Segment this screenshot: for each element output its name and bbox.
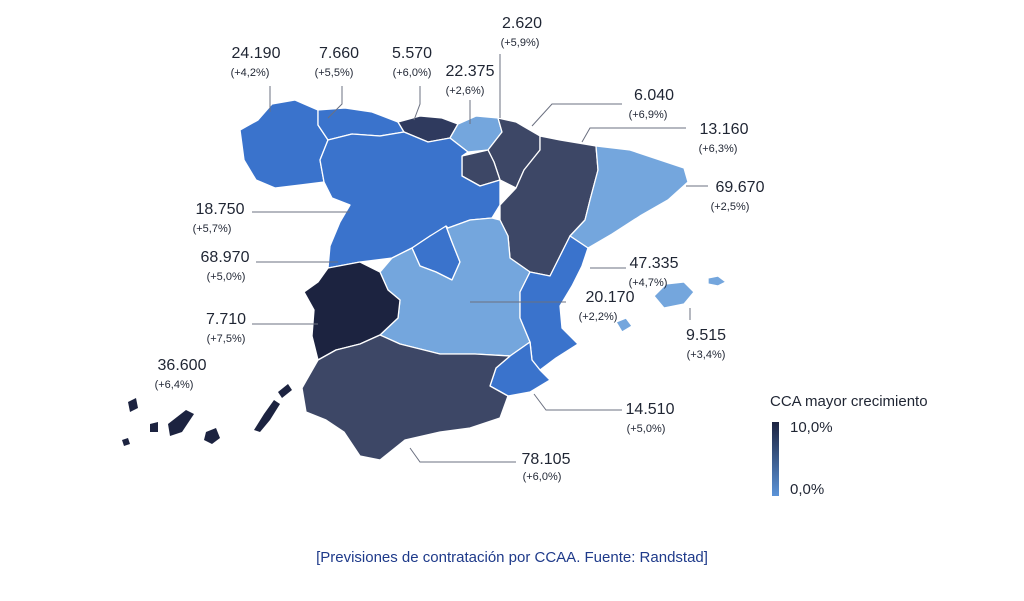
label-murcia: 14.510 (+5,0%) bbox=[626, 401, 675, 435]
value-text: 24.190 bbox=[232, 45, 281, 62]
label-andalucia: 78.105 (+6,0%) bbox=[522, 451, 571, 483]
pct-text: (+4,2%) bbox=[231, 67, 270, 79]
pct-text: (+5,0%) bbox=[627, 423, 666, 435]
label-navarra: 6.040 (+6,9%) bbox=[629, 87, 675, 121]
value-text: 18.750 bbox=[196, 201, 245, 218]
leader-lines bbox=[252, 54, 708, 463]
value-text: 5.570 bbox=[392, 45, 432, 62]
value-text: 13.160 bbox=[700, 121, 749, 138]
pct-text: (+6,9%) bbox=[629, 109, 668, 121]
pct-text: (+6,0%) bbox=[523, 471, 562, 483]
legend-max-label: 10,0% bbox=[790, 419, 833, 436]
value-text: 20.170 bbox=[586, 289, 635, 306]
legend-gradient-bar bbox=[772, 422, 779, 496]
value-text: 36.600 bbox=[158, 357, 207, 374]
pct-text: (+2,6%) bbox=[446, 85, 485, 97]
region-canarias[interactable] bbox=[122, 384, 292, 446]
value-text: 47.335 bbox=[630, 255, 679, 272]
pct-text: (+5,5%) bbox=[315, 67, 354, 79]
label-extremadura: 7.710 (+7,5%) bbox=[206, 311, 246, 345]
label-aragon: 13.160 (+6,3%) bbox=[699, 121, 749, 155]
pct-text: (+5,7%) bbox=[193, 223, 232, 235]
value-text: 7.660 bbox=[319, 45, 359, 62]
value-text: 6.040 bbox=[634, 87, 674, 104]
region-andalucia[interactable] bbox=[301, 334, 511, 461]
label-la-rioja: 2.620 (+5,9%) bbox=[501, 15, 543, 49]
pct-text: (+6,0%) bbox=[393, 67, 432, 79]
label-galicia: 24.190 (+4,2%) bbox=[231, 45, 281, 79]
value-text: 2.620 bbox=[502, 15, 542, 32]
region-cataluna[interactable] bbox=[569, 145, 689, 249]
label-pais-vasco: 22.375 (+2,6%) bbox=[446, 63, 495, 97]
pct-text: (+2,2%) bbox=[579, 311, 618, 323]
region-baleares-ibiza[interactable] bbox=[615, 317, 633, 333]
value-text: 69.670 bbox=[716, 179, 765, 196]
pct-text: (+5,9%) bbox=[501, 37, 540, 49]
region-baleares-menorca[interactable] bbox=[707, 275, 727, 287]
pct-text: (+6,3%) bbox=[699, 143, 738, 155]
label-asturias: 7.660 (+5,5%) bbox=[315, 45, 360, 79]
pct-text: (+4,7%) bbox=[629, 277, 668, 289]
value-text: 22.375 bbox=[446, 63, 495, 80]
value-text: 9.515 bbox=[686, 327, 726, 344]
legend-min-label: 0,0% bbox=[790, 481, 824, 498]
label-baleares: 9.515 (+3,4%) bbox=[686, 327, 726, 361]
label-cataluna: 69.670 (+2,5%) bbox=[711, 179, 765, 213]
label-cantabria: 5.570 (+6,0%) bbox=[392, 45, 432, 79]
legend-title: CCA mayor crecimiento bbox=[770, 393, 928, 410]
label-madrid: 68.970 (+5,0%) bbox=[201, 249, 250, 283]
legend: CCA mayor crecimiento 10,0% 0,0% bbox=[770, 393, 928, 498]
pct-text: (+7,5%) bbox=[207, 333, 246, 345]
spain-map bbox=[122, 99, 727, 461]
label-canarias: 36.600 (+6,4%) bbox=[155, 357, 207, 391]
region-baleares[interactable] bbox=[653, 281, 695, 309]
pct-text: (+2,5%) bbox=[711, 201, 750, 213]
label-valencia: 47.335 (+4,7%) bbox=[629, 255, 679, 289]
value-text: 14.510 bbox=[626, 401, 675, 418]
value-text: 78.105 bbox=[522, 451, 571, 468]
value-text: 68.970 bbox=[201, 249, 250, 266]
value-text: 7.710 bbox=[206, 311, 246, 328]
region-galicia[interactable] bbox=[239, 99, 329, 189]
region-valencia[interactable] bbox=[519, 235, 589, 371]
pct-text: (+5,0%) bbox=[207, 271, 246, 283]
source-caption: [Previsiones de contratación por CCAA. F… bbox=[316, 549, 708, 566]
label-castilla-mancha: 20.170 (+2,2%) bbox=[579, 289, 635, 323]
label-castilla-leon: 18.750 (+5,7%) bbox=[193, 201, 245, 235]
pct-text: (+6,4%) bbox=[155, 379, 194, 391]
pct-text: (+3,4%) bbox=[687, 349, 726, 361]
